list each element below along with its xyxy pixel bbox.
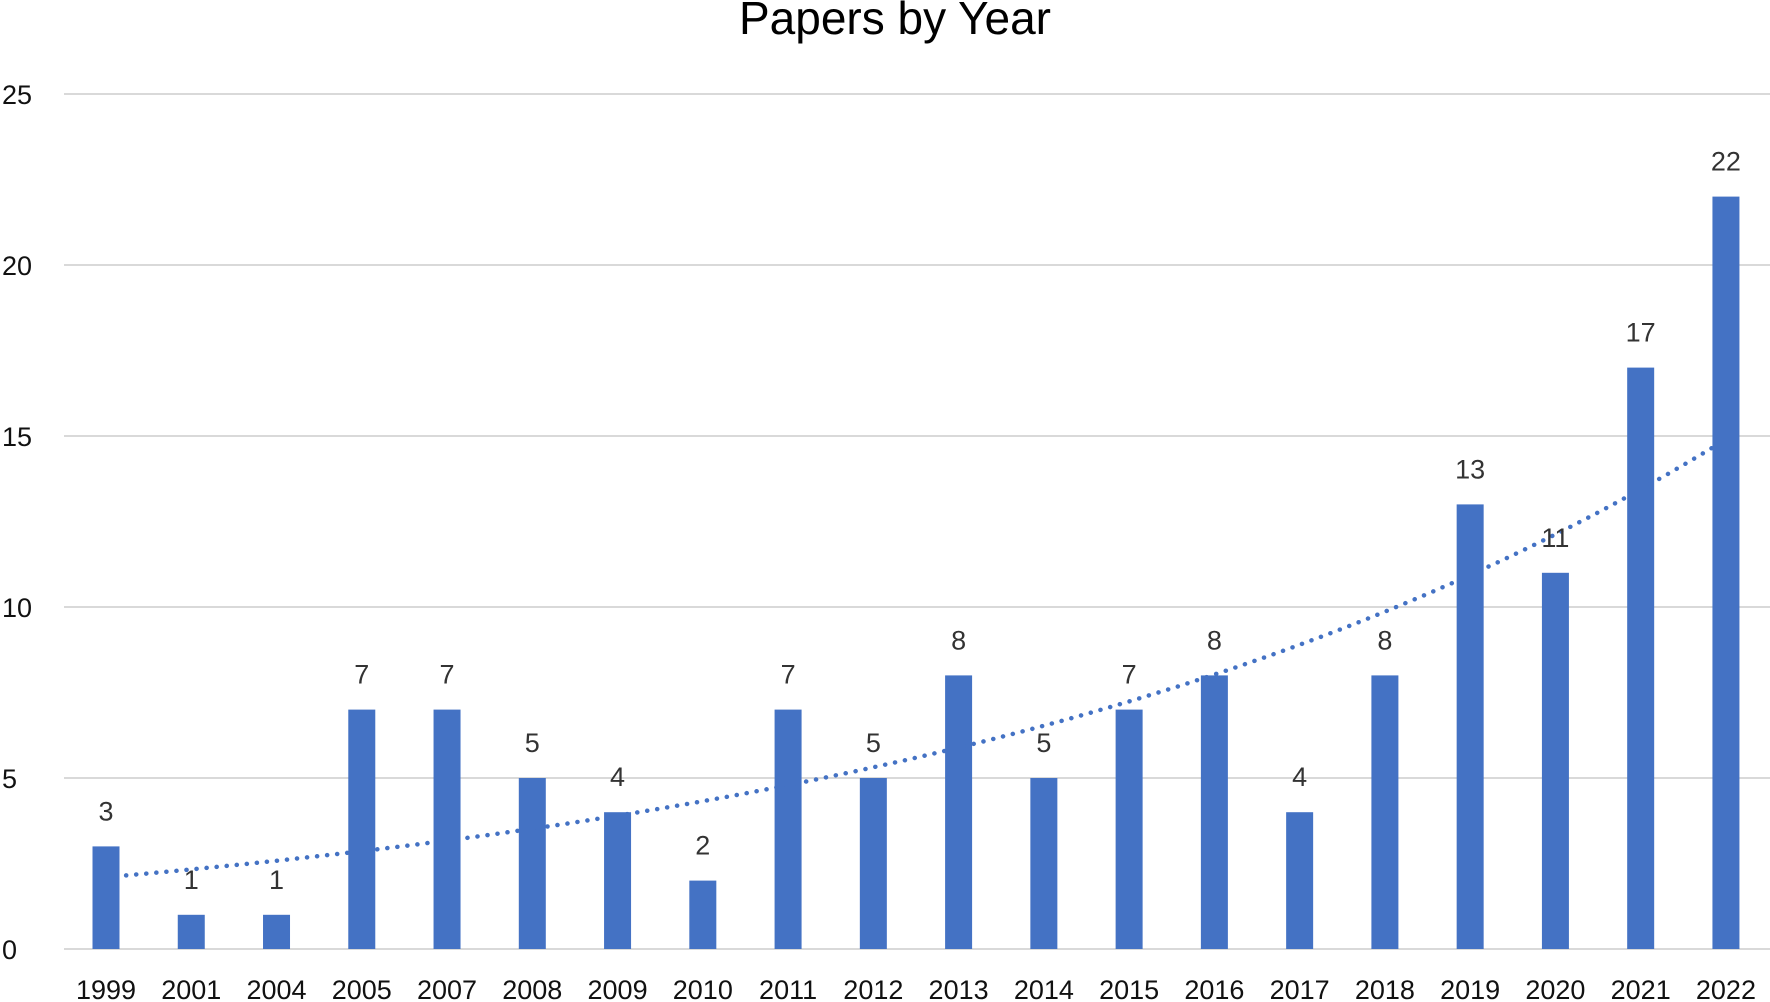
bar-2010 (689, 880, 717, 949)
bar-2008 (518, 778, 546, 949)
x-tick-label-2007: 2007 (417, 975, 477, 1002)
x-tick-label-2011: 2011 (759, 975, 817, 1002)
x-tick-label-2018: 2018 (1355, 975, 1415, 1002)
bar-2020 (1541, 572, 1569, 949)
data-label-2011: 7 (781, 660, 796, 690)
data-label-2007: 7 (440, 660, 455, 690)
y-tick-label: 15 (2, 422, 32, 452)
x-tick-label-2004: 2004 (246, 975, 306, 1002)
x-tick-label-2009: 2009 (588, 975, 648, 1002)
data-label-2019: 13 (1455, 454, 1485, 484)
x-tick-label-2016: 2016 (1184, 975, 1244, 1002)
data-label-2004: 1 (269, 865, 284, 895)
bar-2009 (604, 812, 632, 949)
data-label-2020: 11 (1541, 523, 1569, 553)
bar-1999 (92, 846, 120, 949)
bar-2013 (945, 675, 973, 949)
y-tick-label: 20 (2, 251, 32, 281)
data-label-2021: 17 (1626, 318, 1656, 348)
data-label-2013: 8 (951, 625, 966, 655)
bar-2012 (859, 778, 887, 949)
bars (92, 196, 1740, 950)
data-label-2018: 8 (1377, 625, 1392, 655)
bar-2021 (1627, 367, 1655, 950)
bar-2001 (177, 914, 205, 949)
bar-2015 (1115, 709, 1143, 949)
x-tick-label-2013: 2013 (929, 975, 989, 1002)
x-tick-label-2010: 2010 (673, 975, 733, 1002)
trendline (103, 437, 1729, 880)
bar-2022 (1712, 196, 1740, 950)
data-label-2014: 5 (1036, 728, 1051, 758)
x-tick-label-2020: 2020 (1525, 975, 1585, 1002)
data-label-1999: 3 (98, 796, 113, 826)
x-tick-label-2019: 2019 (1440, 975, 1500, 1002)
data-label-2001: 1 (184, 865, 199, 895)
trendline-layer (103, 437, 1729, 880)
data-label-2012: 5 (866, 728, 881, 758)
data-label-2010: 2 (695, 831, 710, 861)
data-label-2009: 4 (610, 762, 625, 792)
y-tick-label: 0 (2, 935, 17, 965)
data-label-2017: 4 (1292, 762, 1307, 792)
x-tick-label-2017: 2017 (1270, 975, 1330, 1002)
y-axis-tick-labels: 0 5 10 15 20 25 (2, 80, 32, 965)
x-tick-label-2022: 2022 (1696, 975, 1756, 1002)
data-label-2022: 22 (1711, 147, 1741, 177)
data-label-2005: 7 (354, 660, 369, 690)
x-tick-label-2005: 2005 (332, 975, 392, 1002)
x-tick-label-2008: 2008 (502, 975, 562, 1002)
bar-2011 (774, 709, 802, 949)
bar-2016 (1200, 675, 1228, 949)
bar-2005 (348, 709, 376, 949)
x-tick-label-2001: 2001 (161, 975, 221, 1002)
bar-2017 (1286, 812, 1314, 949)
bar-2007 (433, 709, 461, 949)
x-axis-tick-labels: 1999 2001 2004 2005 2007 2008 2009 2010 2011 2012… (76, 975, 1756, 1002)
bar-2018 (1371, 675, 1399, 949)
y-tick-label: 5 (2, 764, 17, 794)
y-tick-label: 10 (2, 593, 32, 623)
x-tick-label-2021: 2021 (1611, 975, 1671, 1002)
data-label-2015: 7 (1122, 660, 1137, 690)
data-label-2016: 8 (1207, 625, 1222, 655)
x-tick-label-2015: 2015 (1099, 975, 1159, 1002)
x-tick-label-1999: 1999 (76, 975, 136, 1002)
x-tick-label-2014: 2014 (1014, 975, 1074, 1002)
gridlines (64, 93, 1770, 950)
bar-2014 (1030, 778, 1058, 949)
data-label-2008: 5 (525, 728, 540, 758)
x-tick-label-2012: 2012 (843, 975, 903, 1002)
chart-title: Papers by Year (739, 0, 1051, 44)
bar-2004 (263, 914, 291, 949)
y-tick-label: 25 (2, 80, 32, 110)
